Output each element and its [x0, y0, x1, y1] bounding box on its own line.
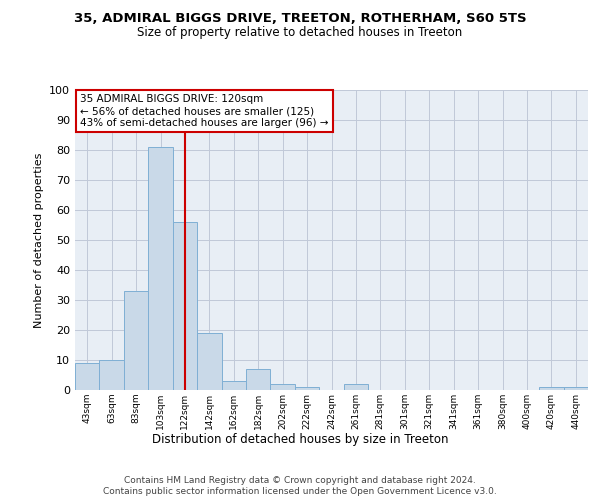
Bar — [221, 381, 246, 390]
Bar — [197, 333, 221, 390]
Bar — [173, 222, 197, 390]
Bar — [539, 387, 563, 390]
Bar — [271, 384, 295, 390]
Text: Size of property relative to detached houses in Treeton: Size of property relative to detached ho… — [137, 26, 463, 39]
Text: Contains public sector information licensed under the Open Government Licence v3: Contains public sector information licen… — [103, 488, 497, 496]
Bar — [75, 363, 100, 390]
Text: 35 ADMIRAL BIGGS DRIVE: 120sqm
← 56% of detached houses are smaller (125)
43% of: 35 ADMIRAL BIGGS DRIVE: 120sqm ← 56% of … — [80, 94, 329, 128]
Text: Distribution of detached houses by size in Treeton: Distribution of detached houses by size … — [152, 432, 448, 446]
Bar — [100, 360, 124, 390]
Bar — [124, 291, 148, 390]
Bar — [295, 387, 319, 390]
Text: Contains HM Land Registry data © Crown copyright and database right 2024.: Contains HM Land Registry data © Crown c… — [124, 476, 476, 485]
Y-axis label: Number of detached properties: Number of detached properties — [34, 152, 44, 328]
Text: 35, ADMIRAL BIGGS DRIVE, TREETON, ROTHERHAM, S60 5TS: 35, ADMIRAL BIGGS DRIVE, TREETON, ROTHER… — [74, 12, 526, 26]
Bar — [246, 369, 271, 390]
Bar — [563, 387, 588, 390]
Bar — [344, 384, 368, 390]
Bar — [148, 147, 173, 390]
